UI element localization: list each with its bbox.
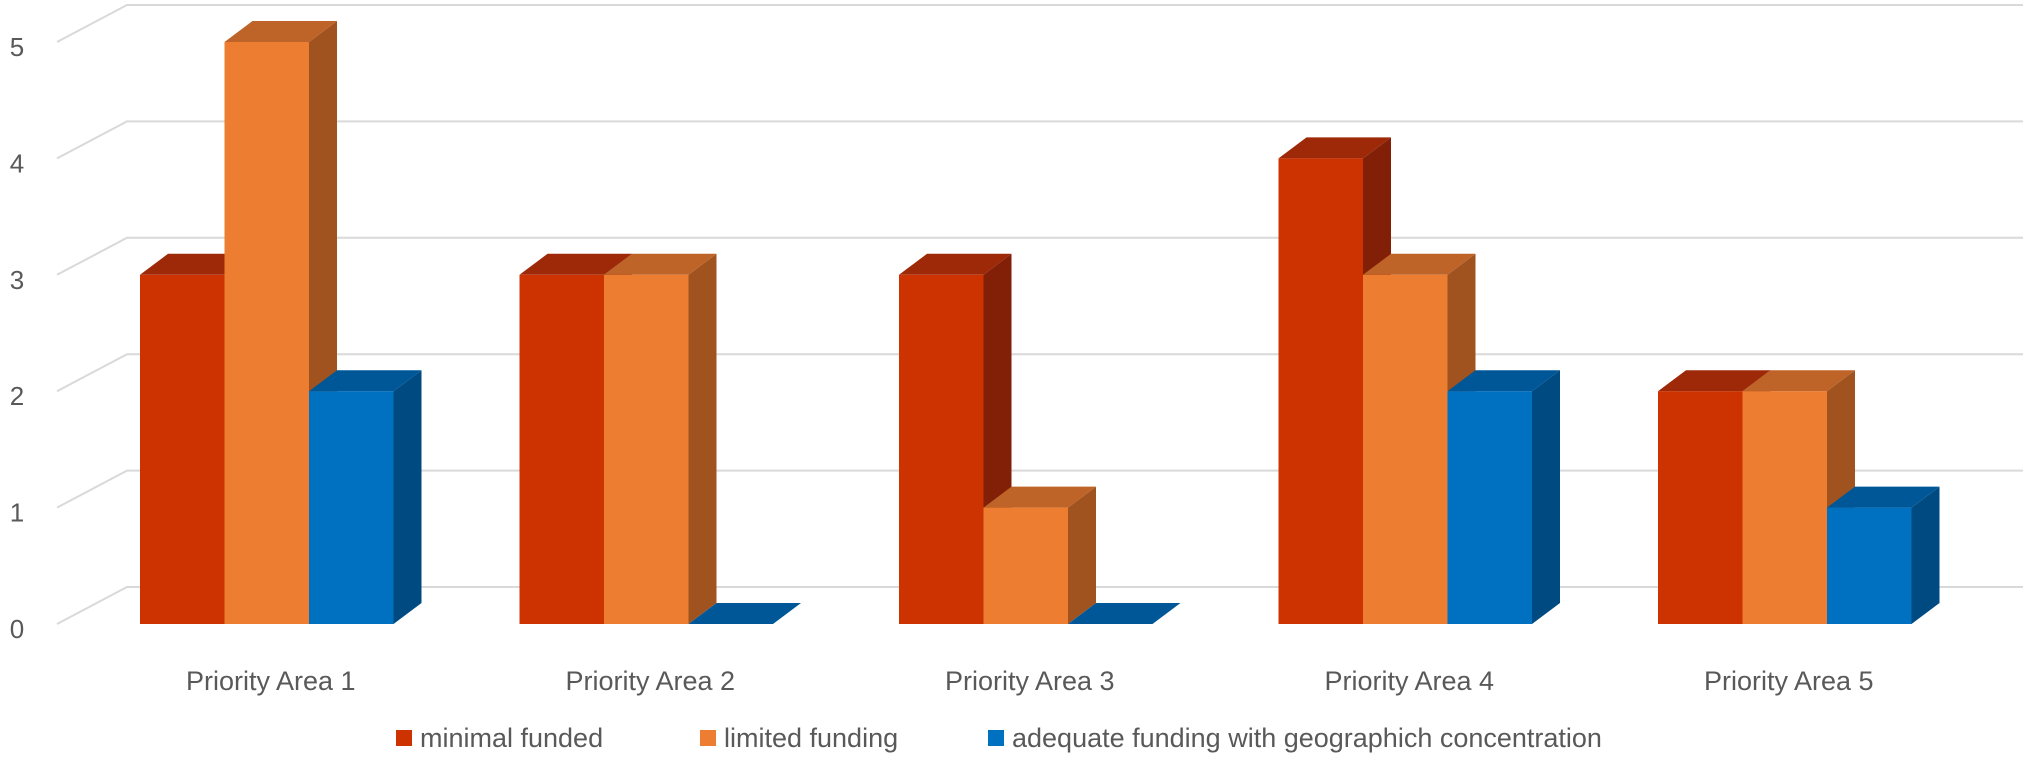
bar-top — [1363, 253, 1476, 275]
bar-side — [393, 370, 422, 624]
bar-front — [224, 42, 309, 624]
bar-front — [1742, 391, 1827, 624]
bar-side — [1532, 370, 1560, 624]
bar — [309, 370, 422, 624]
x-tick-label: Priority Area 2 — [565, 666, 735, 696]
bar — [688, 603, 801, 624]
bar-front — [309, 391, 394, 624]
legend-label: limited funding — [724, 723, 898, 753]
bars — [140, 21, 1940, 625]
bar-front — [604, 274, 689, 624]
bar — [604, 253, 717, 625]
x-tick-label: Priority Area 3 — [945, 666, 1115, 696]
bar-side — [688, 253, 717, 625]
bar — [1447, 370, 1560, 624]
bar-top — [1658, 370, 1771, 392]
y-tick-label: 4 — [10, 148, 24, 178]
legend-item: limited funding — [700, 723, 898, 753]
bar-top — [688, 603, 801, 624]
x-tick-label: Priority Area 1 — [186, 666, 356, 696]
bar-front — [1278, 158, 1363, 624]
bar-front — [1827, 507, 1912, 624]
legend-swatch — [988, 730, 1004, 746]
bar-front — [983, 507, 1068, 624]
bar-top — [983, 486, 1096, 508]
bar-top — [309, 370, 422, 392]
gridline — [56, 4, 2023, 43]
bar-top — [224, 21, 337, 42]
bar — [1068, 603, 1181, 624]
bar-top — [1827, 486, 1940, 508]
y-tick-label: 1 — [10, 498, 24, 528]
y-tick-label: 0 — [10, 614, 24, 644]
bar-top — [519, 253, 632, 275]
legend-item: adequate funding with geographich concen… — [988, 723, 1602, 753]
legend: minimal funded limited funding adequate fu… — [396, 723, 1602, 753]
x-tick-label: Priority Area 5 — [1704, 666, 1874, 696]
y-tick-label: 5 — [10, 32, 24, 62]
bar — [983, 486, 1096, 624]
x-axis: Priority Area 1 Priority Area 2 Priority A… — [186, 666, 1874, 696]
bar-top — [1068, 603, 1181, 624]
bar-front — [1363, 274, 1448, 624]
y-tick-label: 3 — [10, 265, 24, 295]
legend-swatch — [700, 730, 716, 746]
gridline — [56, 236, 2023, 276]
bar-top — [1742, 370, 1855, 392]
bar-front — [519, 274, 604, 624]
bar-front — [1447, 391, 1532, 624]
legend-item: minimal funded — [396, 723, 603, 753]
x-tick-label: Priority Area 4 — [1324, 666, 1494, 696]
bar-top — [604, 253, 717, 275]
bar-top — [899, 253, 1012, 275]
bar-top — [1447, 370, 1560, 392]
bar — [1827, 486, 1940, 624]
legend-label: minimal funded — [420, 723, 603, 753]
y-axis: 0 1 2 3 4 5 — [10, 32, 24, 644]
gridline — [56, 120, 2023, 160]
bar-front — [140, 274, 225, 624]
legend-label: adequate funding with geographich concen… — [1012, 723, 1602, 753]
bar-side — [1911, 486, 1940, 624]
bar-front — [899, 274, 984, 624]
bar-top — [140, 253, 253, 275]
bar-side — [1068, 486, 1096, 624]
y-tick-label: 2 — [10, 381, 24, 411]
bar-top — [1278, 137, 1391, 159]
legend-swatch — [396, 730, 412, 746]
bar-front — [1658, 391, 1743, 624]
